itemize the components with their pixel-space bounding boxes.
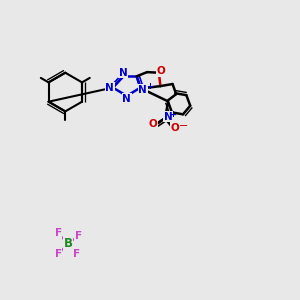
- Text: F: F: [55, 229, 62, 238]
- Text: +: +: [146, 82, 153, 91]
- Text: N: N: [122, 94, 131, 104]
- Text: N: N: [106, 82, 114, 93]
- Text: N: N: [119, 68, 128, 78]
- Text: F: F: [73, 249, 80, 259]
- Text: N: N: [139, 85, 147, 95]
- Text: O: O: [157, 66, 166, 76]
- Text: B: B: [64, 237, 73, 250]
- Text: N: N: [164, 112, 172, 122]
- Text: F: F: [75, 231, 82, 241]
- Text: O: O: [171, 123, 180, 133]
- Text: F: F: [55, 249, 62, 259]
- Text: −: −: [179, 121, 188, 130]
- Text: +: +: [169, 110, 176, 118]
- Text: O: O: [149, 119, 158, 129]
